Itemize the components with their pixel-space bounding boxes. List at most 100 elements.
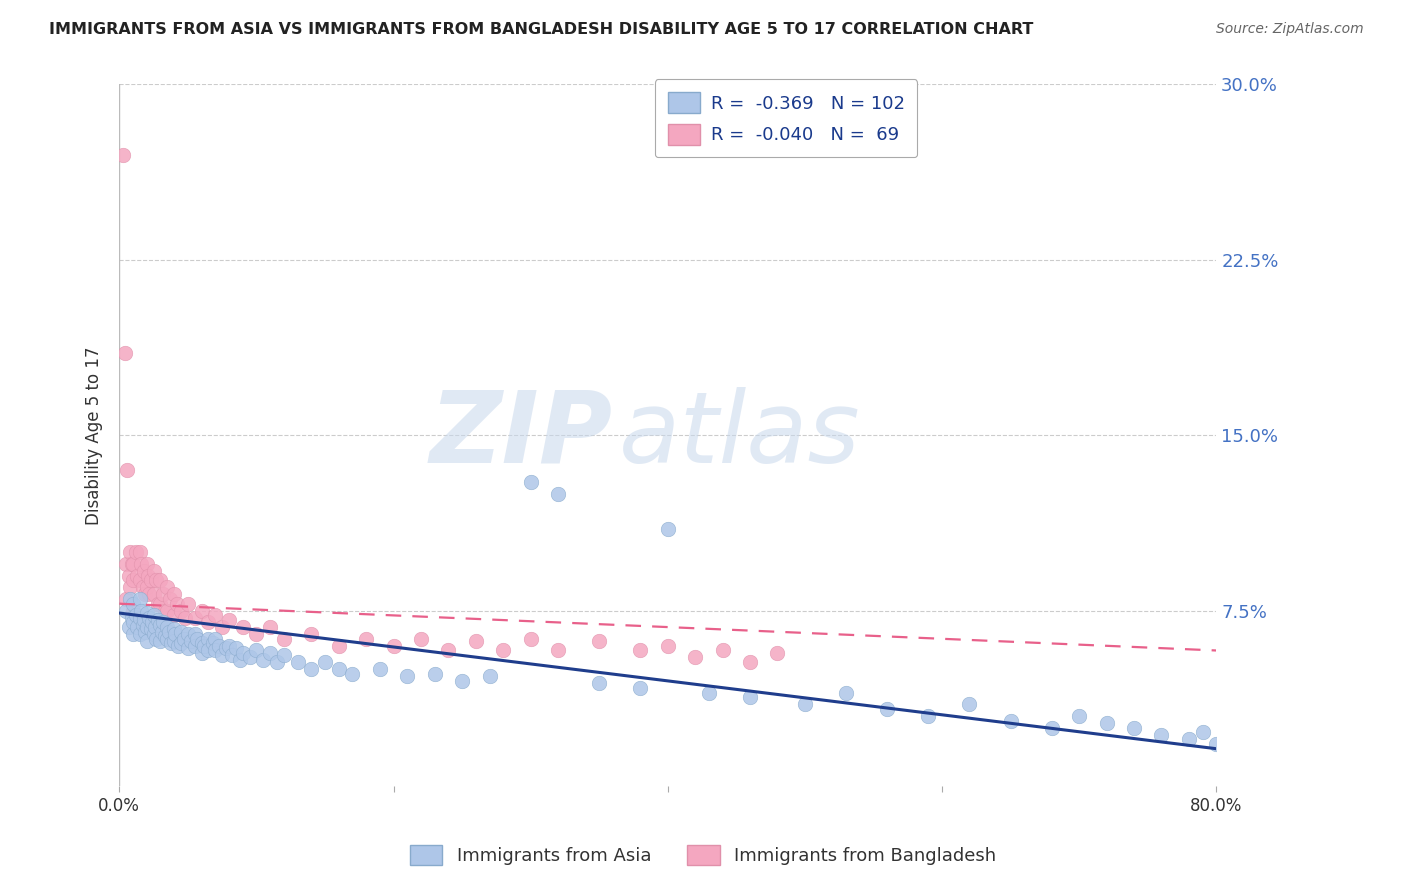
Text: atlas: atlas <box>619 387 860 483</box>
Point <box>232 646 254 660</box>
Point <box>143 620 166 634</box>
Point <box>138 611 160 625</box>
Text: IMMIGRANTS FROM ASIA VS IMMIGRANTS FROM BANGLADESH DISABILITY AGE 5 TO 17 CORREL: IMMIGRANTS FROM ASIA VS IMMIGRANTS FROM … <box>49 22 1033 37</box>
Point <box>131 617 153 632</box>
Point <box>354 632 377 646</box>
Point <box>1000 714 1022 728</box>
Point <box>141 615 163 630</box>
Point <box>135 606 157 620</box>
Point <box>423 666 446 681</box>
Point <box>134 587 156 601</box>
Point <box>183 611 205 625</box>
Text: ZIP: ZIP <box>430 387 613 483</box>
Point <box>138 587 160 601</box>
Point <box>163 623 186 637</box>
Point <box>129 604 152 618</box>
Point <box>287 655 309 669</box>
Point <box>208 639 231 653</box>
Point <box>190 604 212 618</box>
Point <box>135 634 157 648</box>
Point <box>128 574 150 588</box>
Y-axis label: Disability Age 5 to 17: Disability Age 5 to 17 <box>86 346 103 524</box>
Point <box>121 557 143 571</box>
Point <box>135 580 157 594</box>
Point <box>478 669 501 683</box>
Point <box>118 620 141 634</box>
Point <box>177 597 200 611</box>
Point <box>1040 721 1063 735</box>
Legend: Immigrants from Asia, Immigrants from Bangladesh: Immigrants from Asia, Immigrants from Ba… <box>401 836 1005 874</box>
Point <box>204 643 226 657</box>
Point <box>156 604 179 618</box>
Point <box>314 655 336 669</box>
Point <box>142 608 165 623</box>
Point <box>211 648 233 662</box>
Point <box>157 624 180 639</box>
Point <box>174 611 197 625</box>
Point <box>197 632 219 646</box>
Point <box>120 545 142 559</box>
Point <box>163 587 186 601</box>
Point <box>117 463 139 477</box>
Point <box>163 608 186 623</box>
Point <box>1205 737 1227 751</box>
Point <box>115 557 138 571</box>
Point <box>145 574 167 588</box>
Point <box>917 709 939 723</box>
Point <box>125 545 148 559</box>
Point <box>492 643 515 657</box>
Point <box>519 475 541 489</box>
Point <box>115 592 138 607</box>
Point <box>173 632 195 646</box>
Point <box>273 632 295 646</box>
Point <box>170 624 193 639</box>
Point <box>252 653 274 667</box>
Point <box>409 632 432 646</box>
Legend: R =  -0.369   N = 102, R =  -0.040   N =  69: R = -0.369 N = 102, R = -0.040 N = 69 <box>655 79 918 157</box>
Point <box>118 568 141 582</box>
Point <box>156 632 179 646</box>
Point <box>628 681 651 695</box>
Point <box>122 615 145 630</box>
Point <box>683 650 706 665</box>
Point <box>167 639 190 653</box>
Point <box>153 630 176 644</box>
Point <box>299 662 322 676</box>
Point <box>204 608 226 623</box>
Point <box>835 685 858 699</box>
Point <box>328 639 350 653</box>
Point <box>245 627 267 641</box>
Point <box>229 653 252 667</box>
Point <box>177 641 200 656</box>
Point <box>738 690 761 705</box>
Point <box>368 662 391 676</box>
Point <box>136 568 159 582</box>
Point <box>657 522 679 536</box>
Point <box>127 620 149 634</box>
Point <box>657 639 679 653</box>
Point <box>139 574 162 588</box>
Point <box>547 487 569 501</box>
Point <box>146 613 169 627</box>
Point <box>437 643 460 657</box>
Point <box>273 648 295 662</box>
Point <box>121 611 143 625</box>
Point <box>142 564 165 578</box>
Point <box>547 643 569 657</box>
Point <box>146 597 169 611</box>
Point <box>519 632 541 646</box>
Point <box>128 611 150 625</box>
Point <box>122 557 145 571</box>
Point <box>259 620 281 634</box>
Point <box>122 604 145 618</box>
Point <box>232 620 254 634</box>
Point <box>120 580 142 594</box>
Point <box>793 698 815 712</box>
Point <box>1123 721 1146 735</box>
Point <box>711 643 734 657</box>
Point <box>156 580 179 594</box>
Point <box>201 636 224 650</box>
Point <box>149 617 172 632</box>
Point <box>451 673 474 688</box>
Point <box>299 627 322 641</box>
